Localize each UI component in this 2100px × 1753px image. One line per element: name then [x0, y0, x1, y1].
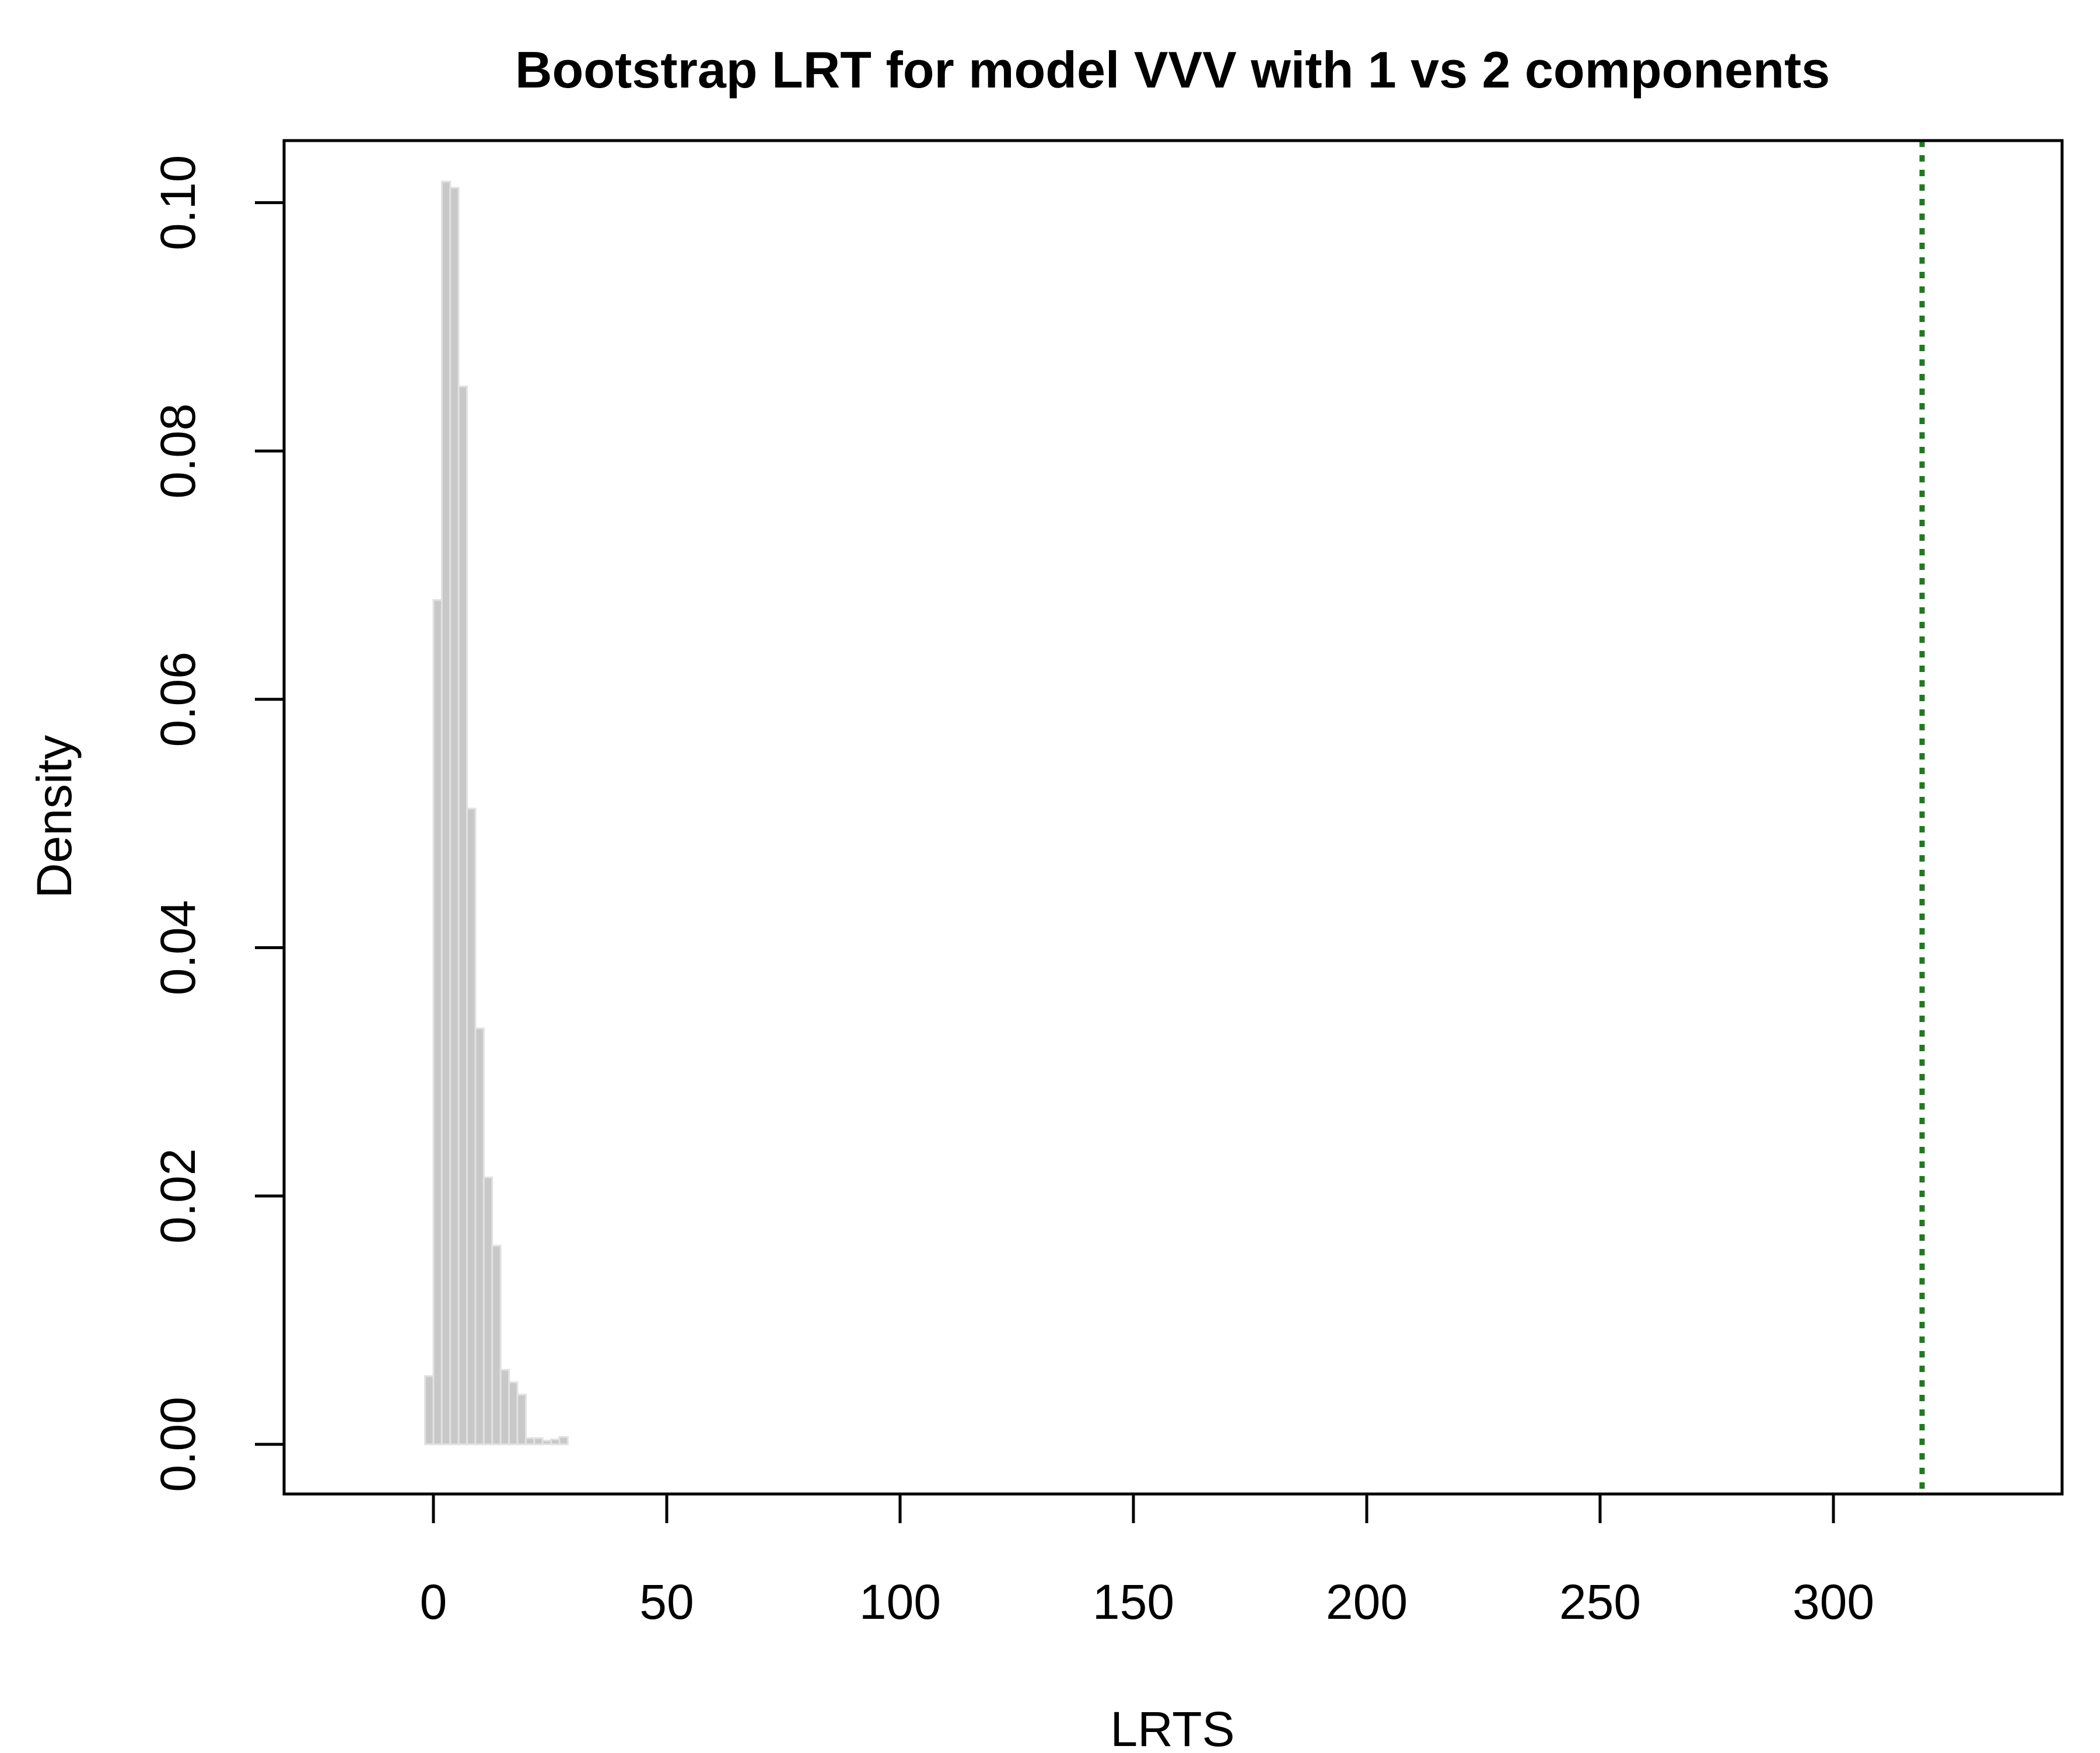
histogram-bar: [457, 385, 468, 1446]
histogram-bar: [449, 187, 460, 1446]
histogram-bar: [466, 807, 477, 1446]
x-tick-label: 200: [1326, 1574, 1408, 1629]
histogram-bar: [516, 1394, 527, 1446]
y-tick-label: 0.02: [150, 1148, 205, 1244]
x-tick-label: 300: [1793, 1574, 1874, 1629]
x-tick-label: 0: [420, 1574, 447, 1629]
x-tick-label: 100: [859, 1574, 941, 1629]
histogram-bar: [524, 1437, 536, 1446]
y-tick-label: 0.10: [150, 155, 205, 251]
y-axis-label: Density: [27, 735, 82, 898]
x-tick-label: 150: [1093, 1574, 1174, 1629]
chart-title: Bootstrap LRT for model VVV with 1 vs 2 …: [515, 41, 1830, 99]
histogram-bar: [558, 1436, 569, 1446]
y-tick-label: 0.04: [150, 900, 205, 996]
histogram-bar: [424, 1375, 435, 1446]
histogram-bar: [499, 1369, 510, 1446]
bars-layer: [424, 180, 569, 1446]
histogram-bar: [508, 1381, 519, 1446]
x-tick-label: 50: [639, 1574, 694, 1629]
histogram-bar: [491, 1244, 502, 1446]
x-axis-label: LRTS: [1110, 1702, 1234, 1750]
y-tick-label: 0.06: [150, 652, 205, 747]
x-tick-label: 250: [1559, 1574, 1641, 1629]
histogram-bar: [482, 1176, 494, 1446]
y-axis: 0.00 0.02 0.04 0.06 0.08 0.10: [150, 155, 286, 1492]
histogram-bar: [474, 1027, 485, 1446]
x-axis: 0 50 100 150 200 250 300: [420, 1492, 1874, 1629]
histogram-bar: [541, 1439, 552, 1446]
plot-frame: [282, 139, 2064, 1496]
histogram-bar: [440, 180, 452, 1446]
histogram-bar: [432, 599, 443, 1446]
histogram-bar: [550, 1438, 561, 1446]
histogram-bar: [533, 1437, 544, 1446]
y-tick-label: 0.00: [150, 1397, 205, 1492]
y-tick-label: 0.08: [150, 403, 205, 499]
